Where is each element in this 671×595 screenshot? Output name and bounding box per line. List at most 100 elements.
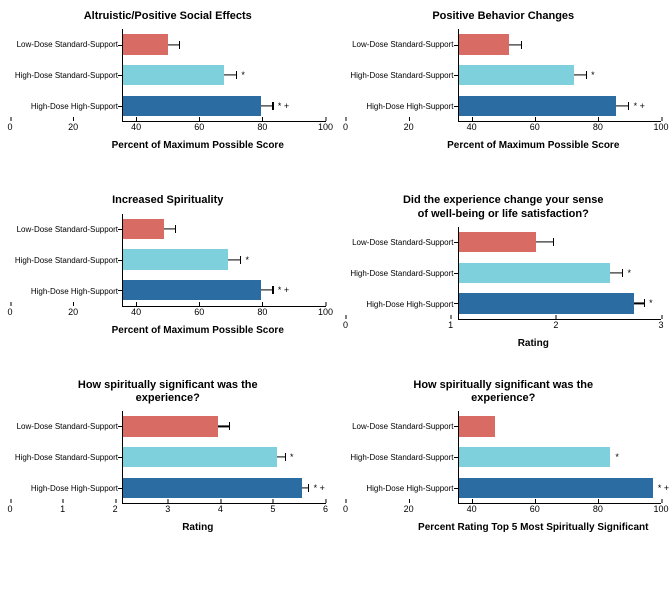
x-label: Rating [70, 522, 326, 533]
significance-marker: * + [634, 101, 645, 111]
y-tick [118, 75, 122, 76]
x-tick: 60 [194, 307, 204, 317]
significance-marker: * + [658, 483, 669, 493]
x-tick: 40 [467, 122, 477, 132]
significance-marker: * [649, 298, 653, 308]
y-labels: Low-Dose Standard-Support High-Dose Stand… [346, 227, 458, 320]
error-cap [229, 422, 230, 430]
y-label: High-Dose Standard-Support [346, 453, 454, 462]
x-tick: 1 [60, 504, 65, 514]
y-labels: Low-Dose Standard-SupportHigh-Dose Stand… [346, 411, 458, 504]
x-tick: 4 [218, 504, 223, 514]
y-label: High-Dose Standard-Support [10, 453, 118, 462]
x-axis: 020406080100 [346, 122, 662, 138]
error-bar [509, 44, 521, 45]
x-tick: 20 [68, 307, 78, 317]
y-tick [118, 229, 122, 230]
bar [123, 447, 277, 467]
y-labels: Low-Dose Standard-Support High-Dose Stand… [10, 411, 122, 504]
panel-5: How spiritually significant was the expe… [346, 379, 662, 533]
error-cap [521, 41, 522, 49]
bar [459, 232, 537, 252]
error-bar [634, 303, 644, 304]
x-tick: 80 [593, 122, 603, 132]
x-tick: 0 [7, 504, 12, 514]
bar-row: * + [459, 96, 662, 116]
y-labels: Low-Dose Standard-SupportHigh-Dose Stand… [10, 214, 122, 307]
y-tick [118, 260, 122, 261]
error-cap [622, 269, 623, 277]
plot-area: * * + [122, 29, 326, 122]
x-axis: 0123456 [10, 504, 326, 520]
error-bar [228, 259, 240, 260]
plot-area: ** [458, 227, 662, 320]
y-tick [118, 488, 122, 489]
error-bar [261, 105, 273, 106]
error-cap [644, 299, 645, 307]
error-bar [168, 44, 180, 45]
x-tick: 80 [257, 307, 267, 317]
significance-marker: * [628, 268, 632, 278]
panel-title: Did the experience change your sense of … [346, 194, 662, 220]
bar [459, 447, 611, 467]
error-cap [586, 71, 587, 79]
bar-row: * [459, 293, 662, 313]
chart-grid: Altruistic/Positive Social EffectsLow-Do… [10, 10, 661, 533]
significance-marker: * [615, 452, 619, 462]
error-bar [610, 272, 622, 273]
chart-wrap: Low-Dose Standard-Support High-Dose Stand… [10, 411, 326, 504]
error-bar [224, 75, 236, 76]
y-label: Low-Dose Standard-Support [10, 422, 118, 431]
significance-marker: * [245, 255, 249, 265]
bar-row: * + [123, 280, 326, 300]
x-tick: 80 [257, 122, 267, 132]
bar [459, 34, 510, 54]
bar-row: * + [459, 478, 662, 498]
x-tick: 0 [343, 320, 348, 330]
bar-row: * + [123, 478, 326, 498]
bar-row [459, 34, 662, 54]
y-label: High-Dose High-Support [10, 484, 118, 493]
bar-row [123, 34, 326, 54]
error-cap [285, 453, 286, 461]
y-label: High-Dose High-Support [346, 102, 454, 111]
y-label: High-Dose Standard-Support [346, 269, 454, 278]
panel-title: Positive Behavior Changes [346, 10, 662, 23]
error-cap [272, 102, 273, 110]
x-axis: 020406080100 [10, 307, 326, 323]
bar [459, 263, 611, 283]
bar [459, 478, 653, 498]
error-cap [175, 225, 176, 233]
y-label: Low-Dose Standard-Support [346, 40, 454, 49]
y-label: High-Dose High-Support [346, 300, 454, 309]
bar [123, 478, 302, 498]
significance-marker: * + [314, 483, 325, 493]
x-tick: 3 [658, 320, 663, 330]
error-cap [553, 238, 554, 246]
error-cap [236, 71, 237, 79]
bar [123, 219, 164, 239]
error-cap [308, 484, 309, 492]
y-label: High-Dose High-Support [346, 484, 454, 493]
significance-marker: * + [278, 101, 289, 111]
significance-marker: * + [278, 285, 289, 295]
chart-wrap: Low-Dose Standard-SupportHigh-Dose Stand… [10, 214, 326, 307]
bar [459, 293, 635, 313]
x-label: Rating [406, 338, 662, 349]
x-tick: 60 [530, 504, 540, 514]
error-bar [616, 105, 628, 106]
plot-area: * * + [122, 214, 326, 307]
y-label: High-Dose Standard-Support [346, 71, 454, 80]
bar-row: * [123, 249, 326, 269]
bar-row [123, 416, 326, 436]
x-tick: 5 [270, 504, 275, 514]
x-tick: 100 [318, 307, 333, 317]
y-label: Low-Dose Standard-Support [346, 238, 454, 247]
bar [123, 96, 261, 116]
error-bar [164, 228, 176, 229]
y-tick [118, 290, 122, 291]
panel-2: Increased SpiritualityLow-Dose Standard-… [10, 194, 326, 348]
bar-row: * [123, 65, 326, 85]
chart-wrap: Low-Dose Standard-Support High-Dose Stand… [346, 227, 662, 320]
bar-row: * + [123, 96, 326, 116]
